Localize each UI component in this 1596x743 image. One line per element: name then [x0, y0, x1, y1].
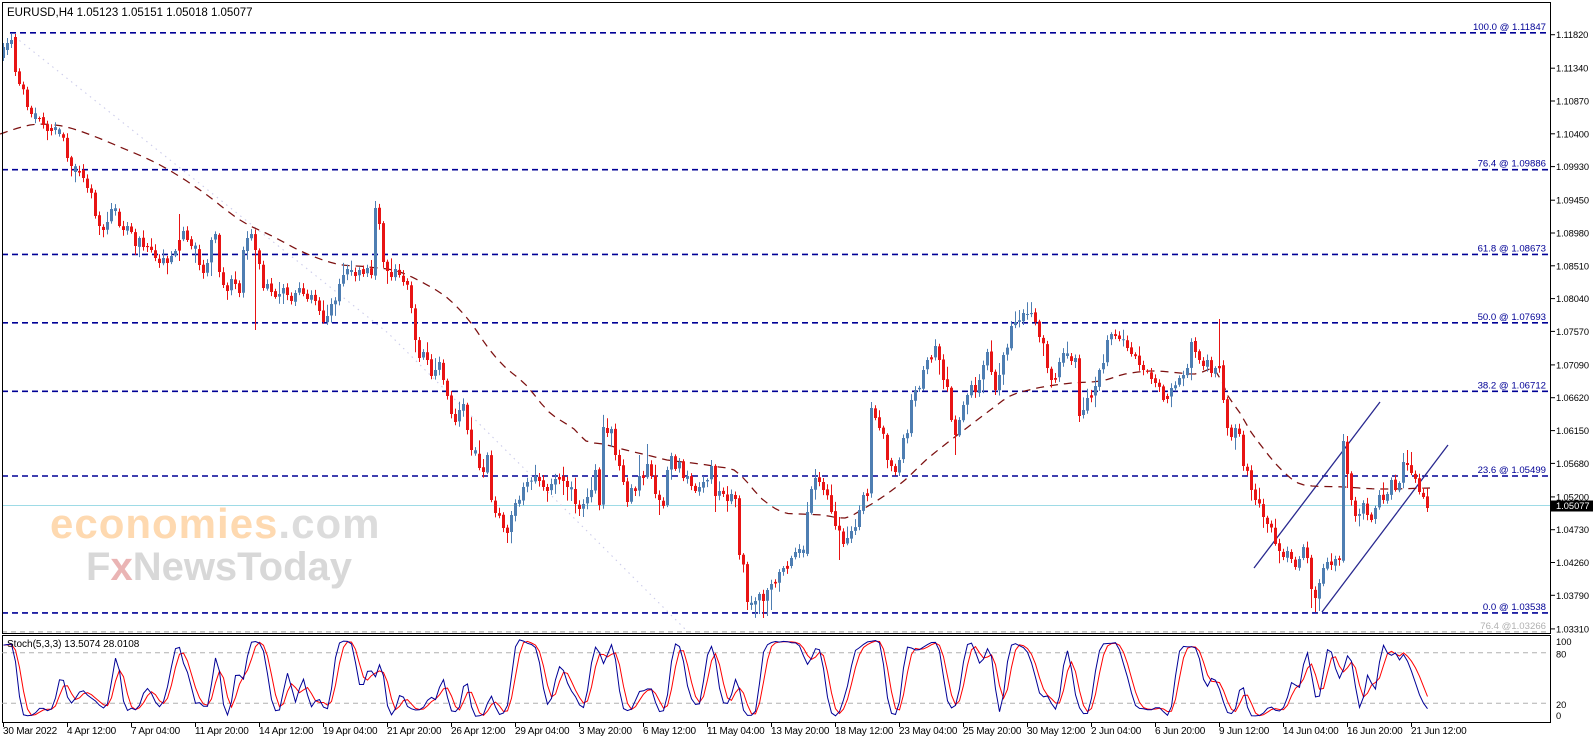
- svg-text:16 Jun 20:00: 16 Jun 20:00: [1347, 726, 1403, 737]
- svg-text:14 Apr 12:00: 14 Apr 12:00: [259, 726, 314, 737]
- svg-text:19 Apr 04:00: 19 Apr 04:00: [323, 726, 378, 737]
- svg-text:2 Jun 04:00: 2 Jun 04:00: [1091, 726, 1142, 737]
- svg-text:1.06150: 1.06150: [1556, 426, 1589, 436]
- svg-text:1.11820: 1.11820: [1556, 30, 1588, 40]
- svg-text:1.06620: 1.06620: [1556, 393, 1589, 403]
- svg-text:1.03310: 1.03310: [1556, 624, 1589, 634]
- svg-text:9 Jun 12:00: 9 Jun 12:00: [1219, 726, 1270, 737]
- svg-text:50.0 @ 1.07693: 50.0 @ 1.07693: [1478, 312, 1546, 323]
- svg-text:38.2 @ 1.06712: 38.2 @ 1.06712: [1478, 380, 1546, 391]
- svg-text:1.09930: 1.09930: [1556, 162, 1589, 172]
- svg-text:23.6 @ 1.05499: 23.6 @ 1.05499: [1478, 465, 1546, 476]
- svg-text:1.08510: 1.08510: [1556, 261, 1589, 271]
- svg-text:0.0 @ 1.03538: 0.0 @ 1.03538: [1483, 602, 1546, 613]
- svg-text:30 May 12:00: 30 May 12:00: [1027, 726, 1086, 737]
- svg-text:0: 0: [1556, 711, 1561, 721]
- svg-text:1.08040: 1.08040: [1556, 294, 1589, 304]
- svg-text:11 May 04:00: 11 May 04:00: [707, 726, 765, 737]
- svg-text:EURUSD,H4 1.05123 1.05151 1.0: EURUSD,H4 1.05123 1.05151 1.05018 1.0507…: [7, 7, 253, 19]
- svg-text:23 May 04:00: 23 May 04:00: [899, 726, 958, 737]
- svg-text:21 Apr 20:00: 21 Apr 20:00: [387, 726, 442, 737]
- svg-text:1.05200: 1.05200: [1556, 492, 1589, 502]
- svg-text:1.04730: 1.04730: [1556, 525, 1589, 535]
- svg-text:1.04260: 1.04260: [1556, 558, 1589, 568]
- svg-text:76.4 @1.03266: 76.4 @1.03266: [1480, 621, 1546, 632]
- svg-text:4 Apr 12:00: 4 Apr 12:00: [67, 726, 117, 737]
- svg-text:1.05680: 1.05680: [1556, 459, 1589, 469]
- svg-text:1.03790: 1.03790: [1556, 591, 1589, 601]
- svg-text:1.07570: 1.07570: [1556, 327, 1589, 337]
- svg-text:1.10400: 1.10400: [1556, 129, 1589, 139]
- svg-text:economies.com: economies.com: [50, 500, 380, 547]
- svg-text:30 Mar 2022: 30 Mar 2022: [3, 726, 58, 737]
- svg-text:100: 100: [1556, 637, 1572, 647]
- svg-text:1.07090: 1.07090: [1556, 360, 1589, 370]
- svg-text:26 Apr 12:00: 26 Apr 12:00: [451, 726, 506, 737]
- svg-text:1.08980: 1.08980: [1556, 229, 1589, 239]
- svg-text:3 May 20:00: 3 May 20:00: [579, 726, 632, 737]
- svg-text:29 Apr 04:00: 29 Apr 04:00: [515, 726, 570, 737]
- svg-text:1.09450: 1.09450: [1556, 196, 1589, 206]
- svg-text:21 Jun 12:00: 21 Jun 12:00: [1411, 726, 1467, 737]
- svg-text:1.11340: 1.11340: [1556, 64, 1588, 74]
- svg-text:13 May 20:00: 13 May 20:00: [771, 726, 830, 737]
- svg-text:80: 80: [1556, 650, 1566, 660]
- svg-text:20: 20: [1556, 700, 1566, 710]
- svg-text:1.05077: 1.05077: [1556, 501, 1590, 511]
- svg-text:7 Apr 04:00: 7 Apr 04:00: [131, 726, 181, 737]
- svg-text:11 Apr 20:00: 11 Apr 20:00: [195, 726, 249, 737]
- svg-text:61.8 @ 1.08673: 61.8 @ 1.08673: [1478, 243, 1546, 254]
- svg-text:6 May 12:00: 6 May 12:00: [643, 726, 696, 737]
- svg-text:14 Jun 04:00: 14 Jun 04:00: [1283, 726, 1339, 737]
- svg-text:6 Jun 20:00: 6 Jun 20:00: [1155, 726, 1206, 737]
- svg-text:100.0 @ 1.11847: 100.0 @ 1.11847: [1473, 22, 1546, 33]
- svg-text:25 May 20:00: 25 May 20:00: [963, 726, 1022, 737]
- svg-text:1.10870: 1.10870: [1556, 97, 1589, 107]
- svg-text:18 May 12:00: 18 May 12:00: [835, 726, 894, 737]
- svg-text:FxNewsToday: FxNewsToday: [86, 545, 353, 589]
- svg-text:Stoch(5,3,3) 13.5074 28.0108: Stoch(5,3,3) 13.5074 28.0108: [7, 639, 140, 650]
- svg-text:76.4 @ 1.09886: 76.4 @ 1.09886: [1478, 159, 1546, 170]
